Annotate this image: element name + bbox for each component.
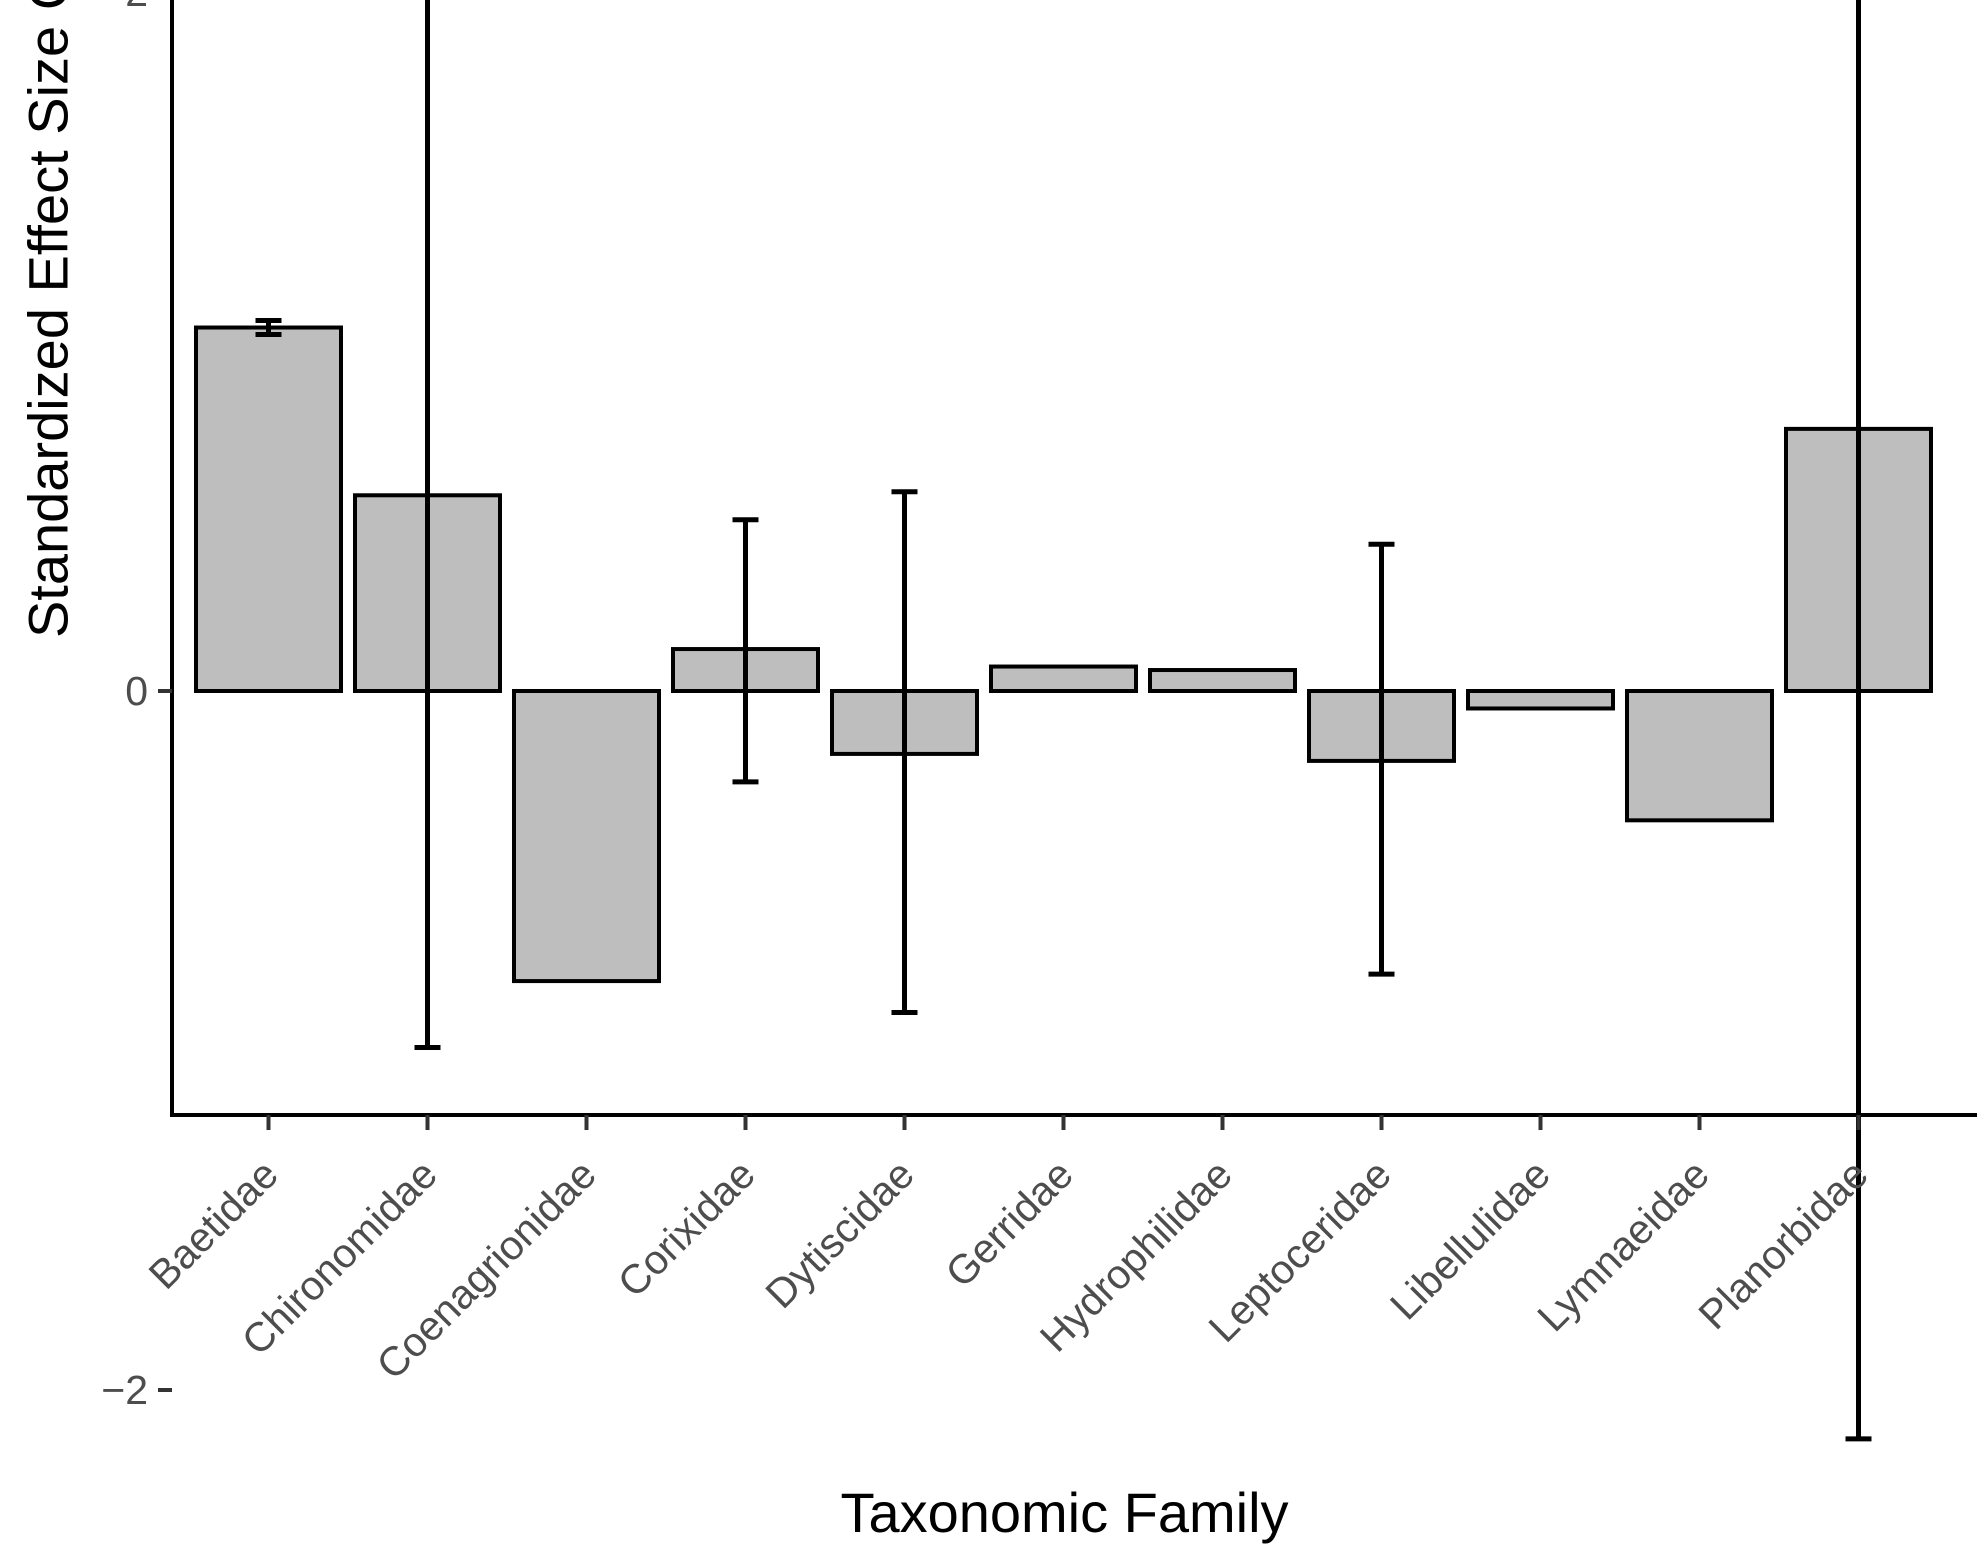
bar-lymnaeidae [1627,691,1772,820]
y-axis-title: Standardized Effect Size C-Score [17,0,80,638]
x-tick-label-gerridae: Gerridae [937,1151,1082,1296]
error-bar-planorbidae [1846,0,1872,1439]
x-tick-label-baetidae: Baetidae [140,1151,287,1298]
x-axis-title: Taxonomic Family [840,1481,1288,1544]
y-ticks-layer: −2 0 2 [101,0,172,1413]
x-tick-label-planorbidae: Planorbidae [1690,1151,1877,1338]
chart-container: −2 0 2 BaetidaeChironomidaeCoenagrionidaeC… [0,0,1984,1560]
bar-chart: −2 0 2 BaetidaeChironomidaeCoenagrionidaeC… [0,0,1984,1560]
bars-layer [196,328,1931,982]
bar-libellulidae [1468,691,1613,708]
x-tick-label-lymnaeidae: Lymnaeidae [1528,1151,1717,1340]
y-tick-label: −2 [101,1367,148,1413]
bar-baetidae [196,328,341,691]
y-tick-label: 0 [125,668,148,714]
bar-hydrophilidae [1150,670,1295,691]
x-tick-label-dytiscidae: Dytiscidae [757,1151,923,1317]
y-tick-label: 2 [125,0,148,15]
bar-coenagrionidae [514,691,659,981]
x-tick-label-corixidae: Corixidae [609,1151,764,1306]
x-tick-label-libellulidae: Libellulidae [1381,1151,1559,1329]
bar-gerridae [991,667,1136,691]
